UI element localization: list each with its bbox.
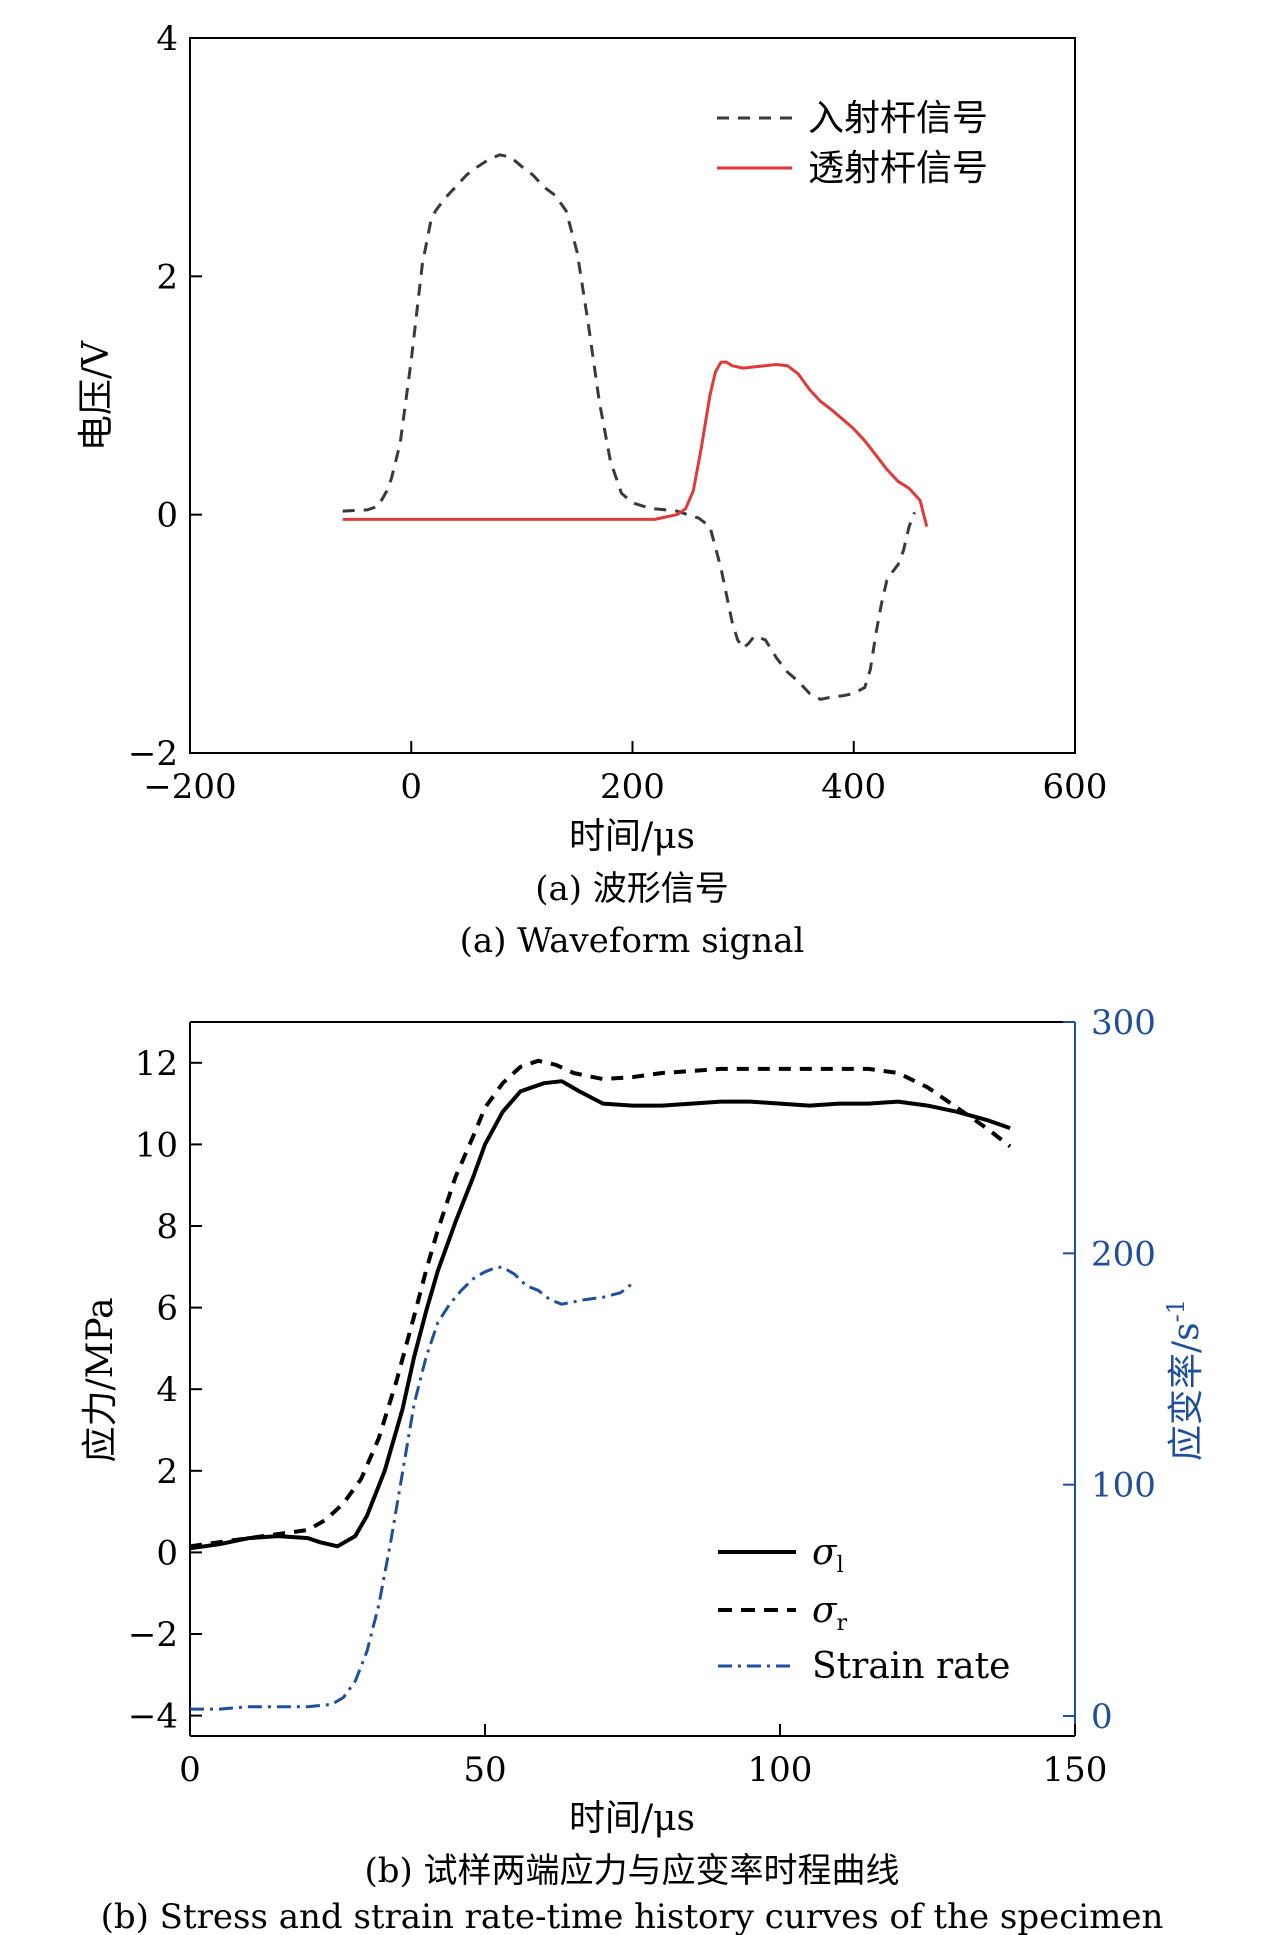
chart-b-y2-axis-title: 应变率/s-1: [1162, 1299, 1207, 1461]
chart-b-y2-tick-label: 0: [1091, 1697, 1113, 1737]
chart-b-stress-strain: 0 50 100 150 12 10 8 6 4 2 0 −2 −4 300 200 100 0 σl σr…: [80, 1003, 1207, 1935]
chart-b-series-sigma-l-line: [189, 1079, 1011, 1551]
chart-b-y2-tick-label: 300: [1091, 1003, 1156, 1043]
chart-b-x-ticks: 0 50 100 150: [179, 1724, 1107, 1790]
chart-a-plot-frame: [189, 37, 1076, 754]
chart-b-x-axis-title: 时间/μs: [569, 1798, 695, 1839]
chart-a-x-tick-label: 600: [1043, 767, 1108, 807]
chart-b-series-strain-rate-line: [190, 1265, 634, 1711]
chart-b-y-ticks: 12 10 8 6 4 2 0 −2 −4: [128, 1044, 202, 1737]
chart-a-y-tick-label: −2: [128, 734, 178, 774]
chart-b-legend-label-sigma-l: σl: [812, 1532, 844, 1578]
chart-b-y-tick-label: 0: [156, 1533, 178, 1573]
chart-b-y-tick-label: −4: [128, 1697, 178, 1737]
chart-b-x-tick-label: 150: [1043, 1750, 1108, 1790]
chart-b-caption-cn: (b) 试样两端应力与应变率时程曲线: [364, 1851, 899, 1891]
chart-b-series: [189, 1058, 1012, 1711]
chart-b-x-tick-label: 0: [179, 1750, 201, 1790]
chart-b-x-tick-label: 50: [463, 1750, 506, 1790]
chart-b-y-axis-title: 应力/MPa: [80, 1297, 121, 1462]
chart-a-series-transmitted-line: [342, 360, 929, 527]
chart-a-y-tick-label: 4: [156, 19, 178, 59]
chart-a-series-incident-line: [342, 153, 916, 701]
chart-b-y2-ticks: 300 200 100 0: [1063, 1003, 1156, 1737]
chart-b-y-tick-label: −2: [128, 1615, 178, 1655]
chart-a-x-tick-label: 400: [821, 767, 886, 807]
chart-b-y-tick-label: 12: [135, 1044, 178, 1084]
chart-a-legend-label-transmitted: 透射杆信号: [808, 148, 988, 189]
chart-a-y-ticks: 4 2 0 −2: [128, 19, 202, 774]
chart-a-y-axis-title: 电压/V: [76, 340, 117, 451]
chart-b-caption-en: (b) Stress and strain rate-time history …: [101, 1897, 1164, 1935]
chart-b-y2-tick-label: 200: [1091, 1234, 1156, 1274]
chart-b-y-tick-label: 6: [156, 1289, 178, 1329]
chart-a-caption-en: (a) Waveform signal: [460, 921, 805, 961]
chart-a-y-tick-label: 2: [156, 257, 178, 297]
chart-b-legend: σl σr Strain rate: [718, 1532, 1010, 1687]
chart-b-y2-tick-label: 100: [1091, 1466, 1156, 1506]
chart-a-x-tick-label: −200: [143, 767, 236, 807]
chart-b-y-tick-label: 10: [135, 1125, 178, 1165]
chart-a-waveform: −200 0 200 400 600 4 2 0 −2 入射杆信号 透射杆信号 时间/μs 电…: [76, 19, 1107, 961]
chart-b-series-sigma-r-line: [189, 1058, 1012, 1549]
chart-a-x-axis-title: 时间/μs: [569, 816, 695, 857]
chart-b-x-tick-label: 100: [748, 1750, 813, 1790]
chart-b-legend-label-strain-rate: Strain rate: [812, 1646, 1010, 1687]
chart-a-legend: 入射杆信号 透射杆信号: [717, 98, 988, 189]
chart-a-legend-label-incident: 入射杆信号: [808, 98, 988, 139]
chart-a-series: [342, 153, 929, 701]
chart-b-legend-label-sigma-r: σr: [812, 1590, 848, 1636]
chart-b-y-tick-label: 2: [156, 1452, 178, 1492]
chart-b-y-tick-label: 8: [156, 1207, 178, 1247]
chart-b-y-tick-label: 4: [156, 1370, 178, 1410]
chart-a-x-tick-label: 0: [400, 767, 422, 807]
chart-a-x-tick-label: 200: [600, 767, 665, 807]
chart-a-x-ticks: −200 0 200 400 600: [143, 741, 1107, 807]
chart-a-caption-cn: (a) 波形信号: [535, 869, 729, 909]
chart-a-y-tick-label: 0: [156, 496, 178, 536]
